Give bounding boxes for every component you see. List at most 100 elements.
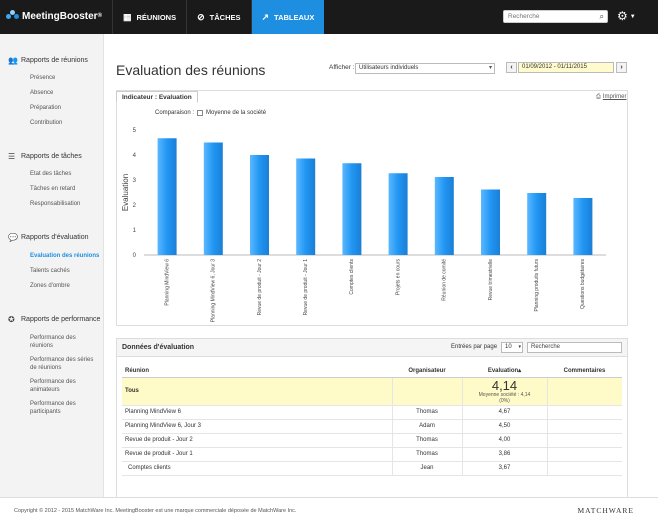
cell-reunion: Planning MindView 6 <box>122 405 392 420</box>
per-page-select[interactable]: 10 ▾ <box>501 342 523 353</box>
sidebar-item-perf-animateurs[interactable]: Performance des animateurs <box>30 379 76 393</box>
brand-mark: ® <box>97 13 102 19</box>
sidebar-item-taches-retard[interactable]: Tâches en retard <box>30 186 76 192</box>
table-row[interactable]: Revue de produit - Jour 2 Thomas 4,00 <box>122 433 622 448</box>
sidebar-item-etat-taches[interactable]: Etat des tâches <box>30 171 72 177</box>
cell-reunion: Planning MindView 6, Jour 3 <box>122 419 392 434</box>
cell-organisateur: Adam <box>391 419 462 434</box>
col-commentaires[interactable]: Commentaires <box>547 365 622 378</box>
table-row[interactable]: Planning MindView 6 Thomas 4,67 <box>122 405 622 420</box>
col-reunion[interactable]: Réunion <box>122 365 392 378</box>
cell-commentaires <box>546 433 622 448</box>
data-panel-title: Données d'évaluation <box>122 344 195 351</box>
sidebar-item-preparation[interactable]: Préparation <box>30 105 62 111</box>
sidebar-item-evaluation-reunions[interactable]: Evaluation des réunions <box>30 253 100 259</box>
cell-reunion: Revue de produit - Jour 1 <box>122 447 392 462</box>
grid-icon: ▦ <box>123 11 132 22</box>
chevron-down-icon: ▾ <box>518 344 521 350</box>
chart-bar <box>203 142 223 255</box>
company-logo: MATCHWARE <box>577 506 634 515</box>
filter-select[interactable]: Utilisateurs individuels ▾ <box>355 63 495 74</box>
compare-option-label[interactable]: Moyenne de la société <box>206 110 267 116</box>
x-tick-label: Réunion de comité <box>442 259 448 301</box>
table-row[interactable]: Comptes clients Jean 3,67 <box>122 461 622 476</box>
date-next-button[interactable]: › <box>616 62 627 73</box>
footer-copyright: Copyright © 2012 - 2015 MatchWare Inc. M… <box>14 508 297 514</box>
cell-evaluation: 3,86 <box>461 447 547 462</box>
col-evaluation[interactable]: Evaluation▴ <box>462 365 547 378</box>
date-prev-button[interactable]: ‹ <box>506 62 517 73</box>
main-nav: ▦ RÉUNIONS ⊘ TÂCHES ↗ TABLEAUX <box>112 0 325 34</box>
cell-evaluation: 4,67 <box>461 405 547 420</box>
cell-evaluation: 4,00 <box>461 433 547 448</box>
summary-comments <box>546 377 622 406</box>
sidebar-item-perf-series[interactable]: Performance des séries de réunions <box>30 357 94 371</box>
sidebar-item-zones-ombre[interactable]: Zones d'ombre <box>30 283 70 289</box>
sidebar-section-performance: ✪ Rapports de performance Performance de… <box>0 315 104 416</box>
printer-icon: ⎙ <box>596 94 601 100</box>
tab-indicator[interactable]: Indicateur : Evaluation <box>116 91 198 103</box>
app-logo[interactable]: MeetingBooster ® <box>6 10 102 22</box>
summary-value: 4,14 <box>491 377 518 393</box>
cell-commentaires <box>546 419 622 434</box>
check-circle-icon: ⊘ <box>197 11 205 22</box>
x-tick-label: Revue de produit - Jour 1 <box>303 259 309 316</box>
y-tick-label: 1 <box>133 228 137 234</box>
x-tick-label: Revue trimestrielle <box>488 259 494 301</box>
summary-note-percent: (0%) <box>499 397 510 404</box>
chat-icon: 💬 <box>8 233 18 242</box>
nav-taches[interactable]: ⊘ TÂCHES <box>186 0 250 34</box>
sidebar-heading-reunions[interactable]: 👥 Rapports de réunions <box>0 56 104 65</box>
sidebar: 👥 Rapports de réunions Présence Absence … <box>0 34 104 497</box>
x-tick-label: Comptes clients <box>349 259 355 295</box>
cell-organisateur: Thomas <box>391 405 462 420</box>
chart-bar <box>481 189 500 255</box>
sidebar-item-contribution[interactable]: Contribution <box>30 120 63 126</box>
top-search-input[interactable] <box>504 11 592 22</box>
logo-mark-icon <box>6 10 19 22</box>
sidebar-heading-taches[interactable]: ☰ Rapports de tâches <box>0 152 104 161</box>
sidebar-item-absence[interactable]: Absence <box>30 90 54 96</box>
evaluation-bar-chart: 0 1 2 3 4 5 Evaluation Planning MindView 6 Plann… <box>121 128 606 322</box>
chevron-right-icon: › <box>620 64 623 71</box>
chart-bar <box>296 158 316 255</box>
top-search: ⌕ <box>503 10 608 23</box>
summary-evaluation: 4,14 Moyenne société : 4,14 (0%) <box>461 377 547 406</box>
sidebar-section-evaluation: 💬 Rapports d'évaluation Evaluation des r… <box>0 233 104 290</box>
sidebar-heading-label: Rapports de performance <box>21 316 101 323</box>
chart-bar <box>157 138 177 255</box>
cell-evaluation: 4,50 <box>461 419 547 434</box>
cell-evaluation: 3,67 <box>461 461 547 476</box>
cell-organisateur: Thomas <box>391 433 462 448</box>
top-bar: MeetingBooster ® ▦ RÉUNIONS ⊘ TÂCHES ↗ T… <box>0 0 658 34</box>
per-page-value: 10 <box>505 344 512 350</box>
sidebar-heading-evaluation[interactable]: 💬 Rapports d'évaluation <box>0 233 104 242</box>
sidebar-item-perf-reunions[interactable]: Performance des réunions <box>30 335 76 349</box>
nav-reunions[interactable]: ▦ RÉUNIONS <box>112 0 186 34</box>
sidebar-item-talents-caches[interactable]: Talents cachés <box>30 268 70 274</box>
x-tick-label: Questions budgétaires <box>580 259 586 310</box>
chevron-down-icon: ▾ <box>488 65 492 71</box>
settings-menu[interactable]: ⚙ ▼ <box>617 9 636 23</box>
sidebar-item-perf-participants[interactable]: Performance des participants <box>30 401 76 415</box>
sidebar-heading-label: Rapports de réunions <box>21 57 88 64</box>
sidebar-item-responsabilisation[interactable]: Responsabilisation <box>30 201 81 207</box>
summary-row[interactable]: Tous 4,14 Moyenne société : 4,14 (0%) <box>122 377 622 406</box>
sidebar-heading-performance[interactable]: ✪ Rapports de performance <box>0 315 104 324</box>
col-organisateur[interactable]: Organisateur <box>392 365 462 378</box>
data-search-input[interactable]: Recherche <box>527 342 622 353</box>
table-row[interactable]: Revue de produit - Jour 1 Thomas 3,86 <box>122 447 622 462</box>
sidebar-heading-label: Rapports de tâches <box>21 153 82 160</box>
search-icon[interactable]: ⌕ <box>599 12 604 21</box>
table-row[interactable]: Planning MindView 6, Jour 3 Adam 4,50 <box>122 419 622 434</box>
people-icon: 👥 <box>8 56 18 65</box>
print-link[interactable]: ⎙ Imprimer <box>596 94 626 101</box>
y-tick-label: 3 <box>133 178 137 184</box>
x-tick-label: Projets en cours <box>395 259 401 296</box>
cell-commentaires <box>546 461 622 476</box>
sidebar-item-presence[interactable]: Présence <box>30 75 56 81</box>
compare-checkbox[interactable] <box>197 110 204 116</box>
date-range-field[interactable]: 01/09/2012 - 01/11/2015 <box>518 62 614 73</box>
nav-tableaux[interactable]: ↗ TABLEAUX <box>250 0 325 34</box>
nav-reunions-label: RÉUNIONS <box>136 12 177 22</box>
